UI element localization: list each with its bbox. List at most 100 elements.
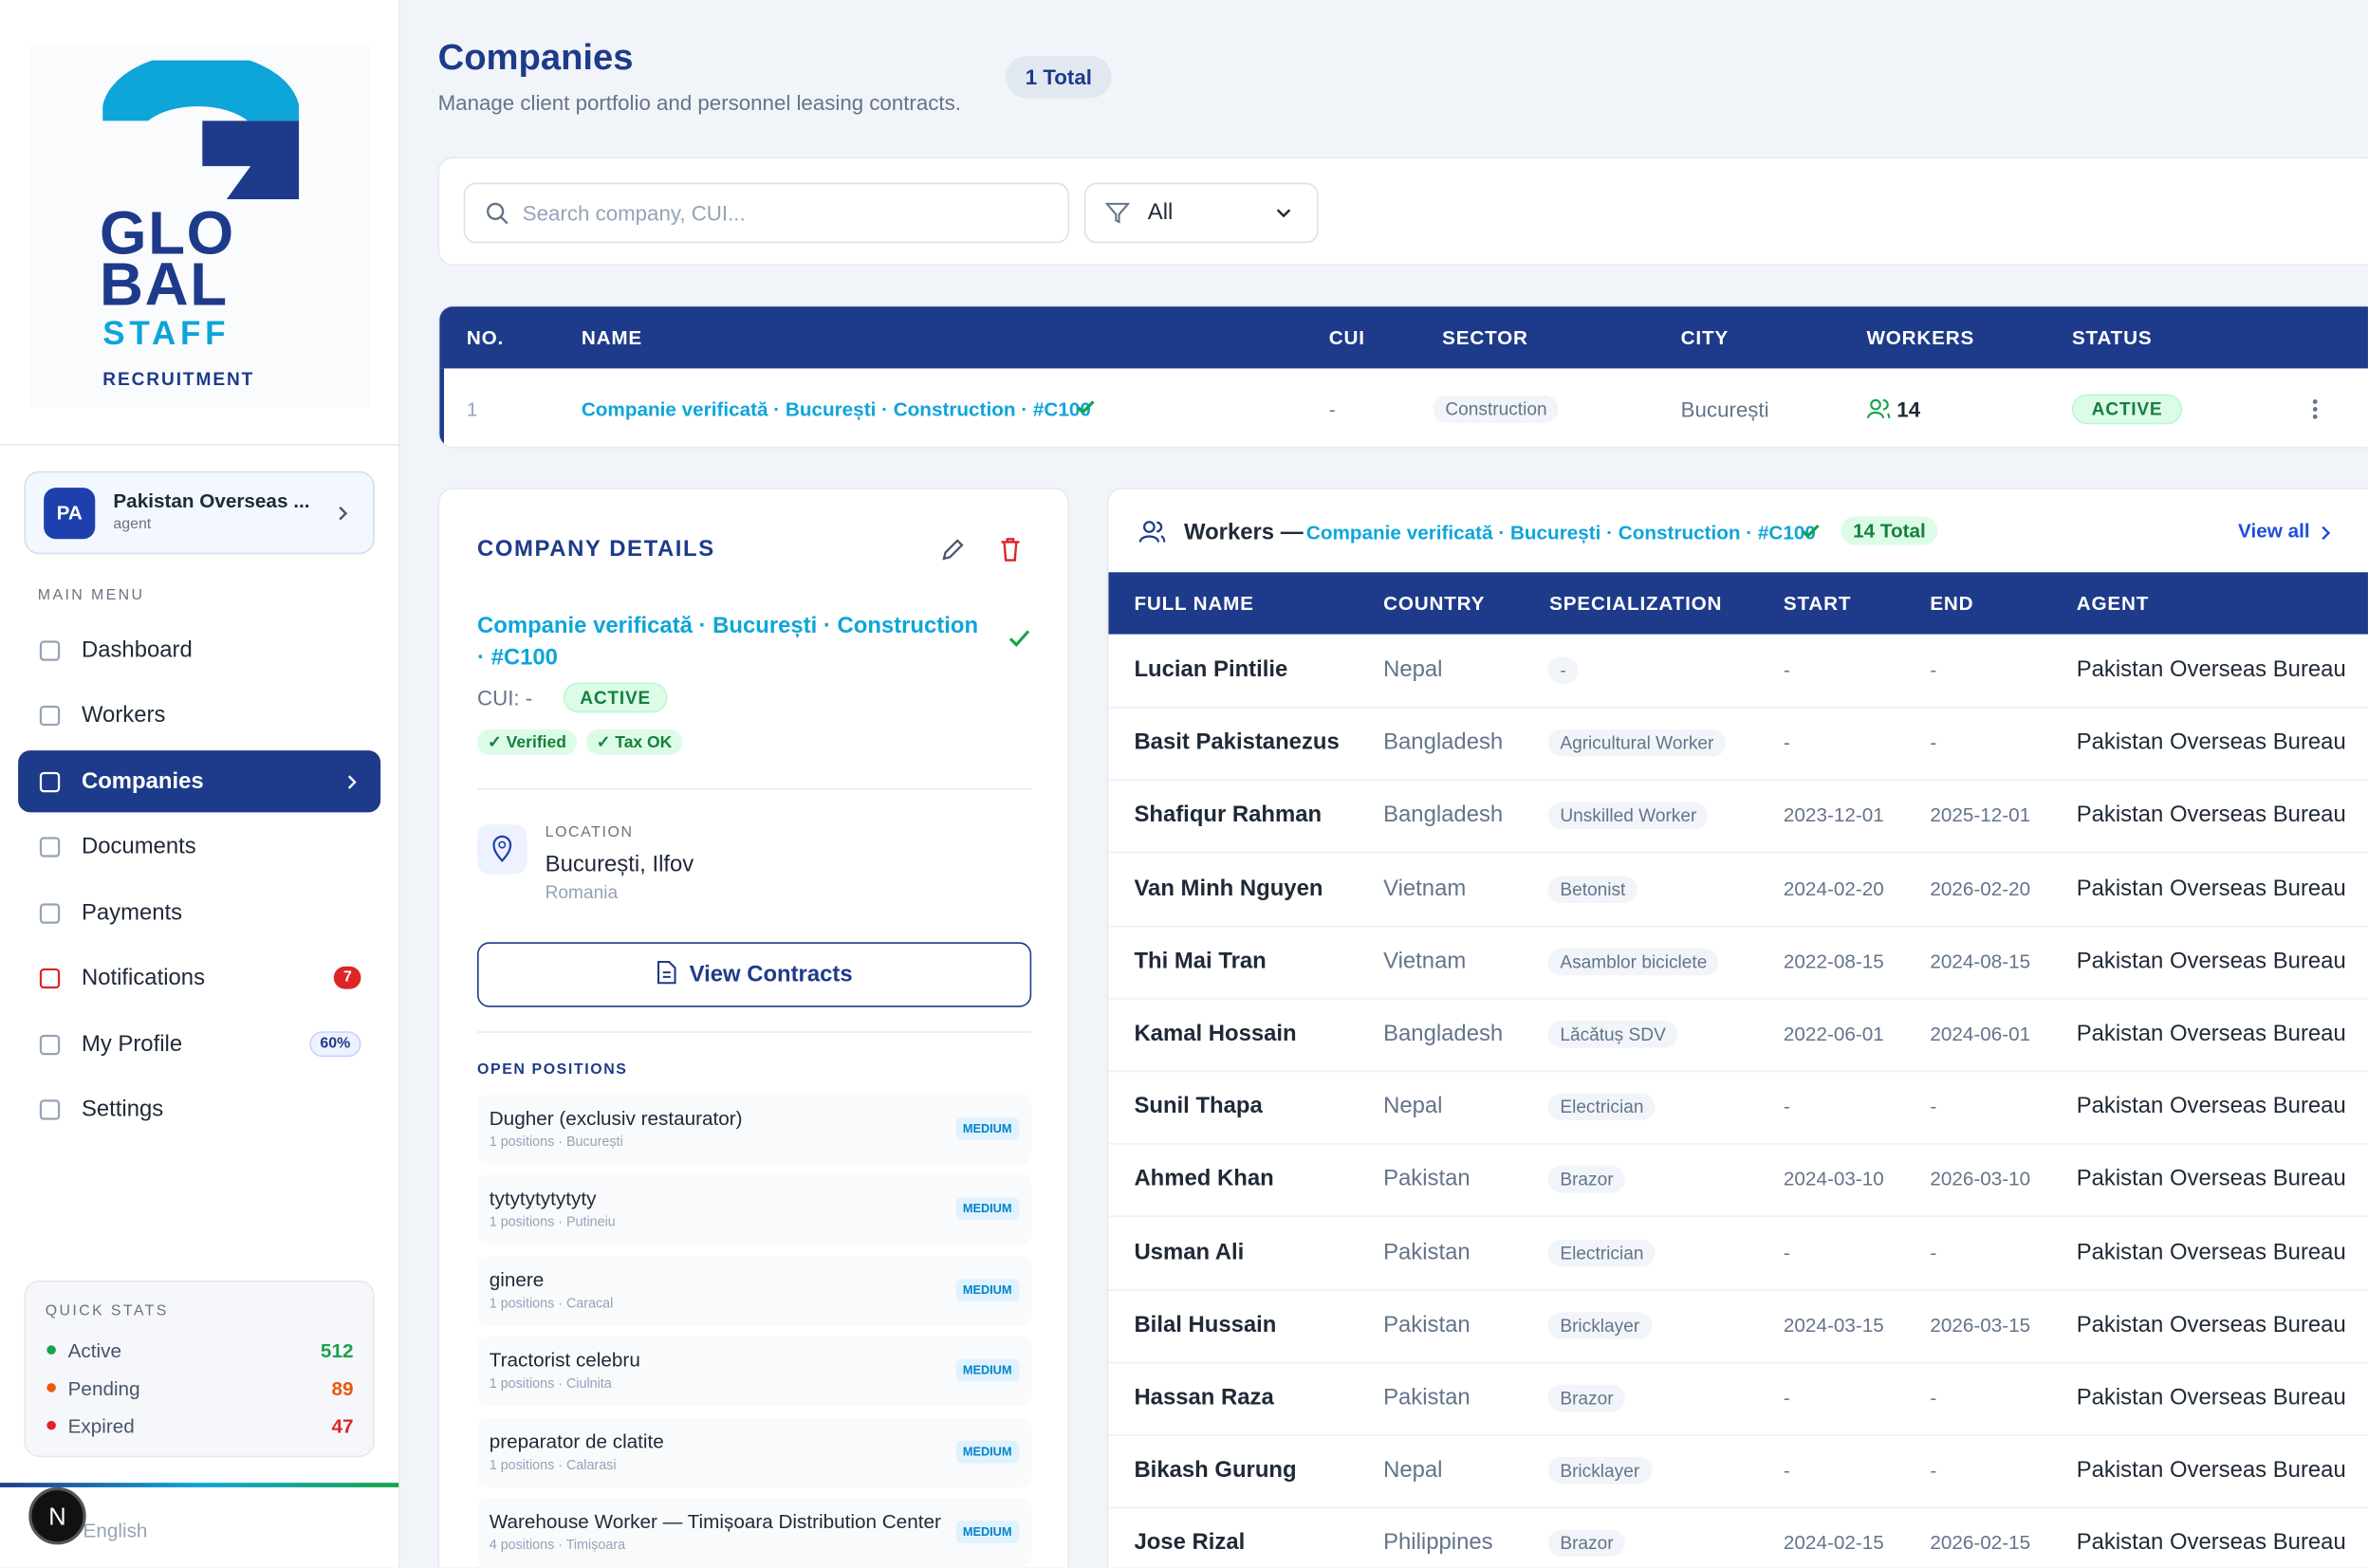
position-title: Tractorist celebru [489,1348,640,1372]
logo-line: RECRUITMENT [102,368,255,390]
view-contracts-button[interactable]: View Contracts [477,942,1032,1007]
chevron [2322,526,2331,541]
worker-row[interactable]: Van Minh Nguyen Vietnam Betonist 2024-02-20… [1108,853,2368,927]
delete-button[interactable] [997,536,1025,563]
worker-row[interactable]: Jose Rizal Philippines Brazor 2024-02-15 202… [1108,1507,2368,1567]
workers-company[interactable]: Companie verificată · București · Constr… [1305,521,1816,544]
logo-mark [102,60,300,200]
cell: 2026-02-20 [1930,876,2031,900]
cell: Pakistan [1383,1166,1471,1192]
nav-item[interactable]: Documents [18,816,380,877]
company-link[interactable]: Companie verificată · București · Constr… [581,397,1091,421]
tag: ✓ Tax OK [585,729,683,755]
company-name[interactable]: Companie verificată · București · Constr… [477,613,979,671]
cell: 14 [1896,397,1921,422]
cell: - [1783,1386,1790,1410]
filter-select[interactable]: All [1083,182,1319,244]
cell: 2026-02-15 [1930,1531,2031,1555]
cell: Brazor [1547,1530,1626,1558]
stats-title: QUICK STATS [45,1302,169,1320]
row-menu[interactable] [2312,398,2318,419]
divider [477,1031,1032,1033]
position-item[interactable]: preparator de clatite 1 positions · Calar… [477,1417,1032,1487]
position-title: tytytytytytyty [489,1187,597,1210]
search-placeholder: Search company, CUI... [522,200,746,226]
position-item[interactable]: Dugher (exclusiv restaurator) 1 positions… [477,1095,1032,1165]
cell: Unskilled Worker [1547,802,1710,830]
worker-row[interactable]: Kamal Hossain Bangladesh Lăcătuș SDV 2022-0… [1108,998,2368,1073]
cell: - [1930,1458,1937,1482]
chevron [347,774,357,788]
cell: ACTIVE [2071,394,2183,425]
cell: Nepal [1383,1457,1443,1484]
worker-name: Thi Mai Tran [1134,948,1267,974]
edit-button[interactable] [939,536,967,563]
verified-check [1077,400,1095,415]
cell: 2022-08-15 [1783,949,1884,972]
worker-row[interactable]: Thi Mai Tran Vietnam Asamblor biciclete 202… [1108,925,2368,1000]
nav-badge: 60% [309,1031,361,1058]
cell: Electrician [1547,1093,1656,1121]
cell: Brazor [1547,1384,1626,1412]
column-header: CITY [1680,325,1730,349]
cell: - [1547,656,1579,685]
stat-label: Expired [67,1414,135,1438]
search-input[interactable]: Search company, CUI... [463,182,1069,244]
nav-item[interactable]: Companies [18,750,381,813]
position-item[interactable]: Tractorist celebru 1 positions · Ciulnita… [477,1337,1032,1407]
worker-row[interactable]: Usman Ali Pakistan Electrician - - Pakistan O… [1108,1216,2368,1291]
user-card[interactable]: PA Pakistan Overseas ... agent [24,470,375,555]
column-header: AGENT [2076,591,2150,615]
nav-label: My Profile [81,1031,183,1058]
country: Romania [545,881,619,903]
worker-row[interactable]: Shafiqur Rahman Bangladesh Unskilled Worke… [1108,780,2368,854]
position-item[interactable]: ginere 1 positions · Caracal MEDIUM [477,1256,1032,1326]
language[interactable]: English [83,1519,148,1542]
stat-value: 47 [331,1414,354,1438]
nav-icon [39,836,61,857]
cell: 2024-02-15 [1783,1531,1884,1555]
nav-item[interactable]: My Profile 60% [18,1013,380,1075]
cell: 1 [466,397,478,421]
workers-icon [1138,521,1166,543]
nav-label: Payments [81,899,183,926]
worker-row[interactable]: Sunil Thapa Nepal Electrician - - Pakistan Ov… [1108,1071,2368,1145]
avatar[interactable]: N [28,1486,86,1545]
worker-row[interactable]: Bikash Gurung Nepal Bricklayer - - Pakistan O… [1108,1435,2368,1509]
position-meta: 1 positions · Calarasi [489,1456,617,1472]
position-item[interactable]: Warehouse Worker — Timișoara Distributio… [477,1498,1032,1568]
nav-item[interactable]: Notifications 7 [18,947,380,1008]
nav-item[interactable]: Workers [18,684,380,746]
location-icon [477,824,527,875]
nav-item[interactable]: Payments [18,882,380,944]
worker-name: Jose Rizal [1134,1530,1246,1557]
stat-dot [46,1383,56,1393]
stat-dot [46,1420,56,1430]
cell: Nepal [1383,1093,1443,1119]
worker-row[interactable]: Lucian Pintilie Nepal - - - Pakistan Overseas… [1108,635,2368,709]
worker-row[interactable]: Hassan Raza Pakistan Brazor - - Pakistan Over… [1108,1362,2368,1436]
position-item[interactable]: tytytytytytyty 1 positions · Putineiu MEDI… [477,1175,1032,1245]
cell: Pakistan Overseas Bureau [2076,1239,2346,1265]
nav-item[interactable]: Settings [18,1079,380,1140]
worker-name: Bikash Gurung [1134,1457,1297,1484]
button-label: View Contracts [689,961,853,988]
worker-name: Kamal Hossain [1134,1021,1297,1047]
cell: Pakistan [1383,1311,1471,1338]
worker-row[interactable]: Basit Pakistanezus Bangladesh Agricultural… [1108,707,2368,782]
nav-icon [39,705,61,726]
column-header: WORKERS [1866,325,1975,349]
cell: 2023-12-01 [1783,803,1884,827]
worker-row[interactable]: Bilal Hussain Pakistan Bricklayer 2024-03-1… [1108,1289,2368,1364]
cell: - [1783,1095,1790,1118]
cell: Pakistan Overseas Bureau [2076,1021,2346,1047]
view-all-link[interactable]: View all [2238,519,2310,543]
cell: Construction [1433,396,1560,423]
column-header: COUNTRY [1383,591,1486,615]
menu-label: MAIN MENU [37,587,145,604]
nav-item[interactable]: Dashboard [18,619,380,681]
cell: Nepal [1383,656,1443,683]
worker-row[interactable]: Ahmed Khan Pakistan Brazor 2024-03-10 2026-0… [1108,1144,2368,1218]
verified-check [1802,524,1820,539]
